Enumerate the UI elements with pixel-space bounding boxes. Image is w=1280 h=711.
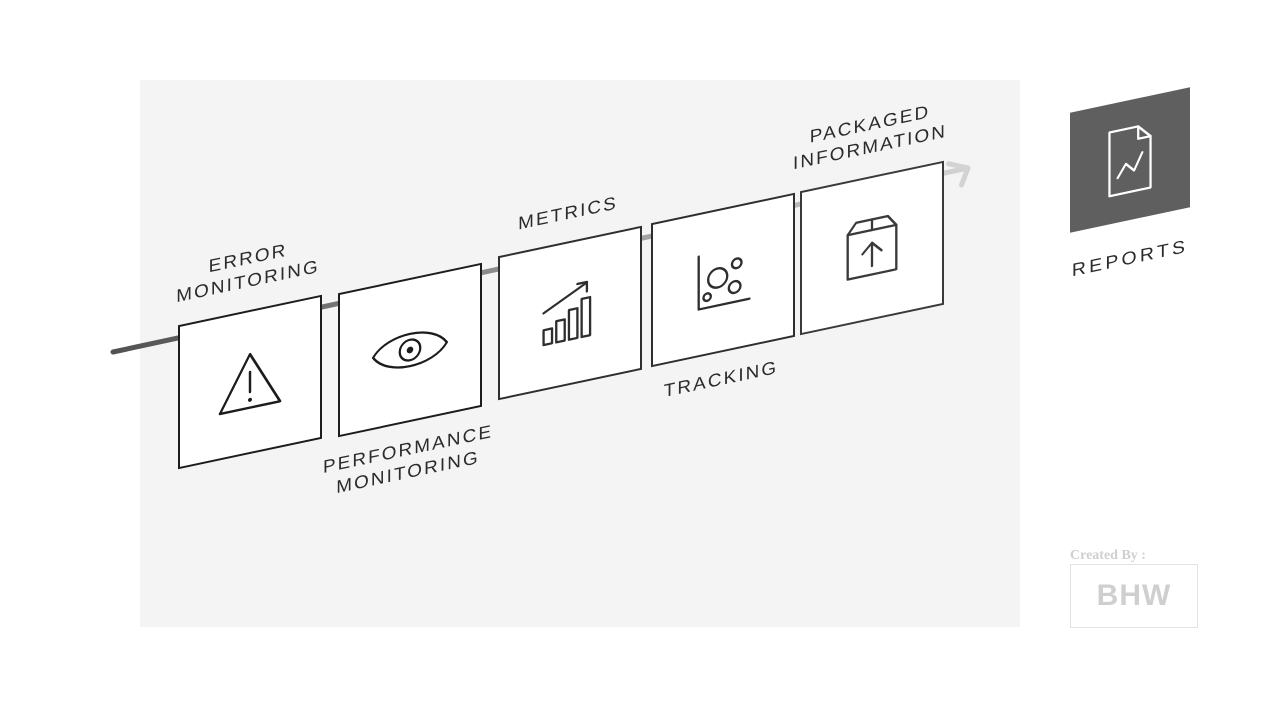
credit-logo-text: BHW bbox=[1097, 579, 1172, 613]
tracking-card bbox=[651, 193, 795, 368]
eye-icon bbox=[369, 311, 451, 388]
warning-triangle-icon bbox=[211, 335, 289, 430]
performance-card bbox=[338, 263, 482, 438]
credit-logo-box: BHW bbox=[1070, 564, 1198, 628]
bubble-plot-icon bbox=[686, 235, 760, 325]
package-up-icon bbox=[835, 203, 909, 293]
metrics-card bbox=[498, 226, 642, 401]
packaged-card bbox=[800, 161, 944, 336]
reports-card bbox=[1070, 87, 1190, 233]
report-doc-icon bbox=[1099, 115, 1161, 204]
bar-chart-arrow-icon bbox=[533, 268, 607, 358]
error-card bbox=[178, 295, 322, 470]
credit-label: Created By : bbox=[1070, 548, 1146, 564]
